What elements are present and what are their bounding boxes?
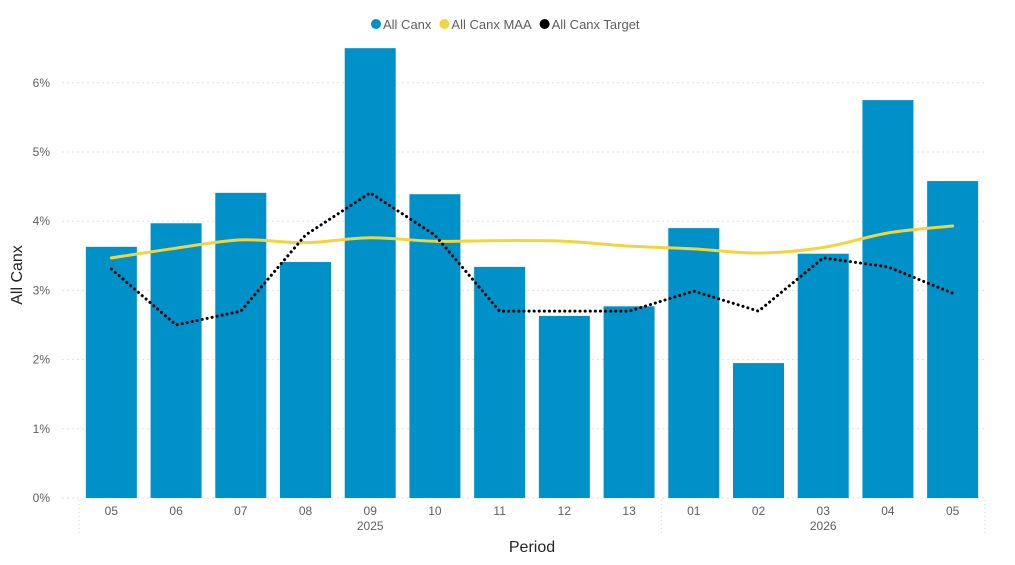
- bar-all-canx-10[interactable]: [733, 363, 784, 498]
- x-tick-label: 06: [169, 504, 183, 518]
- legend-item-all-canx[interactable]: All Canx: [371, 17, 432, 32]
- y-tick-label: 0%: [33, 491, 51, 505]
- bar-series: [85, 48, 979, 498]
- bar-all-canx-12[interactable]: [862, 100, 914, 498]
- x-tick-label: 10: [428, 504, 442, 518]
- x-tick-label: 02: [752, 504, 766, 518]
- y-tick-label: 5%: [33, 145, 51, 159]
- bar-all-canx-11[interactable]: [797, 253, 849, 498]
- legend-label: All Canx Target: [552, 17, 640, 32]
- legend-marker-icon: [539, 19, 550, 29]
- bar-all-canx-5[interactable]: [409, 194, 461, 498]
- bar-all-canx-3[interactable]: [280, 262, 331, 498]
- y-tick-label: 6%: [33, 76, 51, 90]
- legend-marker-icon: [439, 19, 450, 29]
- legend-item-all-canx-target[interactable]: All Canx Target: [539, 17, 640, 32]
- bar-all-canx-13[interactable]: [927, 181, 979, 498]
- legend-item-all-canx-maa[interactable]: All Canx MAA: [439, 17, 532, 32]
- line-all-canx-maa[interactable]: [109, 224, 955, 260]
- bar-all-canx-2[interactable]: [215, 192, 267, 498]
- bar-all-canx-6[interactable]: [474, 266, 526, 498]
- bar-all-canx-8[interactable]: [603, 306, 655, 498]
- bar-all-canx-0[interactable]: [85, 246, 137, 498]
- y-axis-title: All Canx: [9, 245, 26, 305]
- legend-label: All Canx: [383, 17, 432, 32]
- bar-all-canx-4[interactable]: [344, 48, 396, 498]
- y-tick-label: 1%: [33, 422, 51, 436]
- bar-all-canx-9[interactable]: [668, 228, 720, 498]
- bar-all-canx-1[interactable]: [150, 223, 202, 498]
- x-tick-label: 03: [817, 504, 831, 518]
- y-tick-label: 3%: [33, 283, 51, 297]
- y-tick-label: 4%: [33, 214, 51, 228]
- x-tick-label: 09: [364, 504, 378, 518]
- legend-label: All Canx MAA: [451, 17, 532, 32]
- x-tick-label: 11: [493, 504, 506, 518]
- x-tick-label: 04: [881, 504, 895, 518]
- year-label: 2025: [357, 519, 384, 533]
- x-tick-label: 05: [105, 504, 119, 518]
- y-axis-ticks: 0% 1% 2% 3% 4% 5% 6%: [33, 76, 51, 505]
- bar-all-canx-7[interactable]: [538, 316, 590, 498]
- x-tick-label: 07: [234, 504, 248, 518]
- x-tick-label: 13: [622, 504, 636, 518]
- x-tick-label: 01: [687, 504, 701, 518]
- x-axis-title: Period: [509, 539, 555, 556]
- legend: All Canx All Canx MAA All Canx Target: [371, 17, 640, 32]
- year-label: 2026: [810, 519, 837, 533]
- line-all-canx-target[interactable]: [109, 191, 955, 327]
- line-series: [109, 191, 955, 327]
- y-tick-label: 2%: [33, 353, 51, 367]
- x-tick-label: 08: [299, 504, 313, 518]
- x-tick-label: 12: [558, 504, 572, 518]
- x-tick-label: 05: [946, 504, 960, 518]
- x-axis-ticks: 05 06 07 08 09 10 11 12 13 01 02 03 04 05 2025 2026: [78, 500, 986, 535]
- legend-marker-icon: [371, 19, 381, 29]
